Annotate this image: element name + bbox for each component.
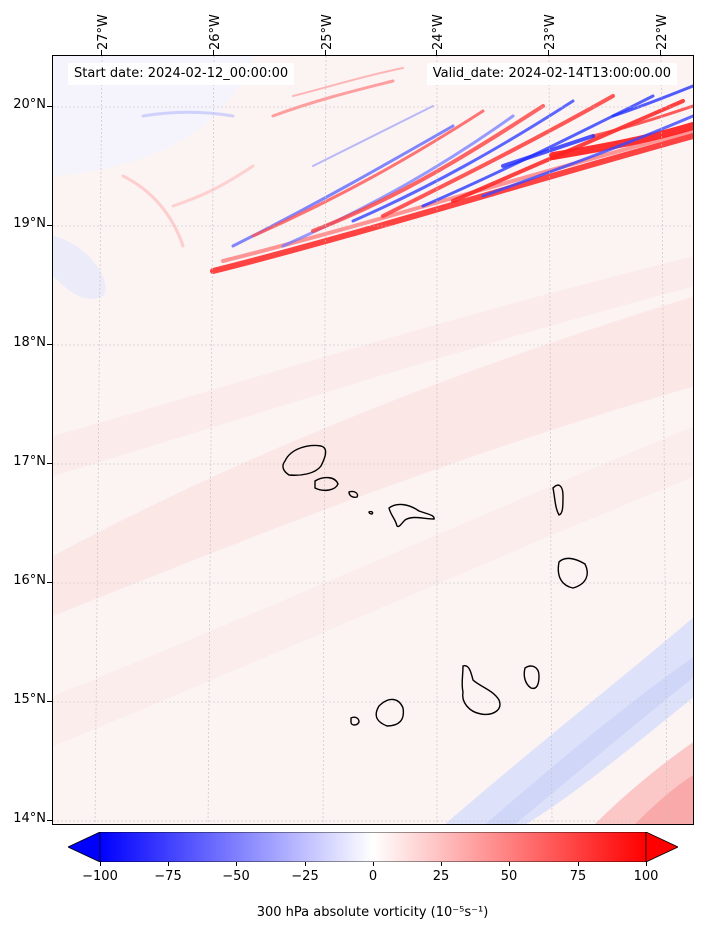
colorbar-max-arrow <box>645 832 678 862</box>
vorticity-map <box>52 55 694 825</box>
colorbar-tick-label: 0 <box>368 869 378 884</box>
lat-label-14n: 14°N <box>13 811 46 826</box>
island-santiago <box>461 665 501 716</box>
positive-band <box>53 256 693 476</box>
colorbar-tick-label: 25 <box>432 869 450 884</box>
lon-label-25w: 25°W <box>320 14 335 50</box>
negative-area <box>53 236 106 299</box>
positive-band <box>53 426 693 746</box>
negative-band <box>485 657 693 824</box>
island-boa-vista <box>557 557 588 589</box>
positive-band <box>53 296 693 616</box>
island-maio <box>523 665 540 690</box>
colorbar-tick-label: −25 <box>291 869 319 884</box>
lat-tick <box>47 582 52 583</box>
island-santa-luzia <box>348 490 359 498</box>
colorbar-tick-label: −75 <box>154 869 182 884</box>
lon-label-26w: 26°W <box>208 14 223 50</box>
colorbar <box>68 832 678 862</box>
colorbar-tick-label: 100 <box>633 869 659 884</box>
island-brava <box>350 716 360 726</box>
colorbar-tick-label: −50 <box>222 869 250 884</box>
lat-tick <box>47 701 52 702</box>
coastlines <box>282 444 588 727</box>
graticule <box>53 56 693 824</box>
lat-label-16n: 16°N <box>13 573 46 588</box>
colorbar-tick <box>100 862 101 866</box>
lat-tick <box>47 463 52 464</box>
island-santo-antao <box>282 444 327 476</box>
island-branco <box>368 510 374 515</box>
vorticity-streaks <box>121 67 693 274</box>
lon-tick <box>325 50 326 55</box>
colorbar-title: 300 hPa absolute vorticity (10⁻⁵s⁻¹) <box>256 905 489 920</box>
colorbar-tick-label: −100 <box>82 869 118 884</box>
colorbar-tick <box>509 862 510 866</box>
positive-corner <box>635 775 693 824</box>
island-sao-vicente <box>314 476 339 492</box>
colorbar-tick <box>236 862 237 866</box>
valid-date-label: Valid_date: 2024-02-14T13:00:00.00 <box>426 63 677 85</box>
colorbar-gradient <box>99 832 647 862</box>
lat-label-20n: 20°N <box>13 97 46 112</box>
lat-tick <box>47 820 52 821</box>
lat-label-18n: 18°N <box>13 335 46 350</box>
colorbar-tick <box>168 862 169 866</box>
lon-tick <box>101 50 102 55</box>
colorbar-tick-label: 75 <box>569 869 587 884</box>
lon-tick <box>660 50 661 55</box>
lon-label-27w: 27°W <box>96 14 111 50</box>
lat-tick <box>47 106 52 107</box>
lon-tick <box>548 50 549 55</box>
colorbar-tick <box>646 862 647 866</box>
colorbar-tick <box>373 862 374 866</box>
colorbar-tick-label: 50 <box>500 869 518 884</box>
lon-label-24w: 24°W <box>431 14 446 50</box>
lon-label-22w: 22°W <box>655 14 670 50</box>
colorbar-tick <box>441 862 442 866</box>
lat-tick <box>47 225 52 226</box>
island-sao-nicolau <box>388 503 435 528</box>
lon-tick <box>436 50 437 55</box>
lon-label-23w: 23°W <box>543 14 558 50</box>
start-date-label: Start date: 2024-02-12_00:00:00 <box>68 63 295 85</box>
vorticity-field <box>53 56 693 824</box>
lat-label-17n: 17°N <box>13 454 46 469</box>
colorbar-tick <box>305 862 306 866</box>
island-fogo <box>375 698 405 727</box>
negative-band <box>445 617 693 824</box>
lat-label-15n: 15°N <box>13 692 46 707</box>
island-sal <box>552 484 564 516</box>
colorbar-tick <box>578 862 579 866</box>
lat-tick <box>47 344 52 345</box>
lon-tick <box>213 50 214 55</box>
colorbar-min-arrow <box>68 832 101 862</box>
lat-label-19n: 19°N <box>13 216 46 231</box>
